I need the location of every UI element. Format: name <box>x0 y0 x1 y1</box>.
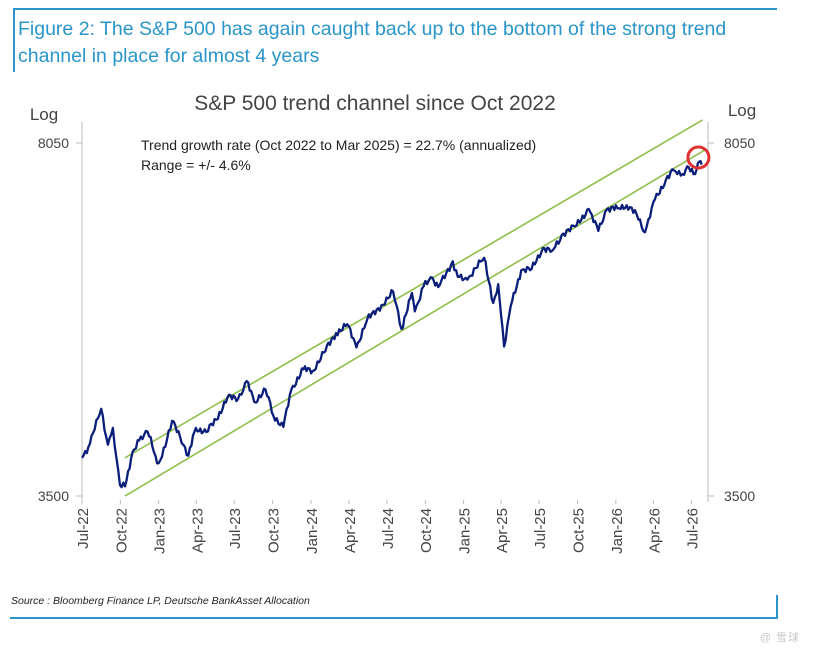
annotation-layer: Trend growth rate (Oct 2022 to Mar 2025)… <box>141 137 536 173</box>
y-tick-labels: 8050 8050 3500 3500 <box>38 135 756 504</box>
title-top-rule <box>13 8 777 10</box>
x-tick-label: Jul-22 <box>75 508 92 549</box>
x-tick-labels: Jul-22 Oct-22 Jan-23 Apr-23 Jul-23 Oct-23 Jan-… <box>75 500 701 554</box>
chart-title: S&P 500 trend channel since Oct 2022 <box>194 92 556 115</box>
x-tick-label: Jan-26 <box>609 508 626 554</box>
chart: S&P 500 trend channel since Oct 2022 Log… <box>30 92 756 554</box>
figure-title: Figure 2: The S&P 500 has again caught b… <box>18 18 727 67</box>
x-tick-label: Apr-26 <box>646 508 663 553</box>
trend-growth-annotation: Trend growth rate (Oct 2022 to Mar 2025)… <box>141 137 536 153</box>
x-tick-label: Jul-23 <box>227 508 244 549</box>
sp500-series-line <box>81 159 703 489</box>
x-tick-label: Jan-23 <box>152 508 169 554</box>
trend-channel <box>124 119 707 497</box>
highlight-circle <box>686 145 711 170</box>
source-note: Source : Bloomberg Finance LP, Deutsche … <box>11 595 310 607</box>
x-tick-label: Oct-25 <box>571 508 588 553</box>
x-tick-label: Jul-24 <box>380 508 397 549</box>
bottom-right-rule <box>776 595 778 619</box>
y-tick-label-right: 8050 <box>724 135 755 151</box>
bottom-rule <box>10 617 778 619</box>
channel-lower-line <box>124 148 707 497</box>
x-tick-label: Apr-24 <box>342 508 359 553</box>
x-tick-label: Jul-26 <box>684 508 701 549</box>
x-tick-label: Jan-25 <box>457 508 474 554</box>
channel-upper-line <box>124 119 703 459</box>
y-axis-label-right: Log <box>728 101 756 120</box>
x-tick-label: Apr-23 <box>189 508 206 553</box>
range-annotation: Range = +/- 4.6% <box>141 157 251 173</box>
watermark-signature: @ 雪球 <box>759 632 800 644</box>
figure-title-frame <box>13 8 777 72</box>
y-tick-label-left: 3500 <box>38 488 69 504</box>
series-layer <box>81 145 711 489</box>
x-tick-label: Jul-25 <box>532 508 549 549</box>
x-tick-label: Apr-25 <box>494 508 511 553</box>
title-left-rule <box>13 8 15 72</box>
y-axis-label-left: Log <box>30 105 58 124</box>
plot-axes <box>76 122 714 502</box>
x-tick-label: Oct-24 <box>418 508 435 553</box>
x-tick-label: Jan-24 <box>304 508 321 554</box>
y-tick-label-right: 3500 <box>724 488 755 504</box>
x-tick-label: Oct-22 <box>113 508 130 553</box>
x-tick-label: Oct-23 <box>266 508 283 553</box>
y-tick-label-left: 8050 <box>38 135 69 151</box>
